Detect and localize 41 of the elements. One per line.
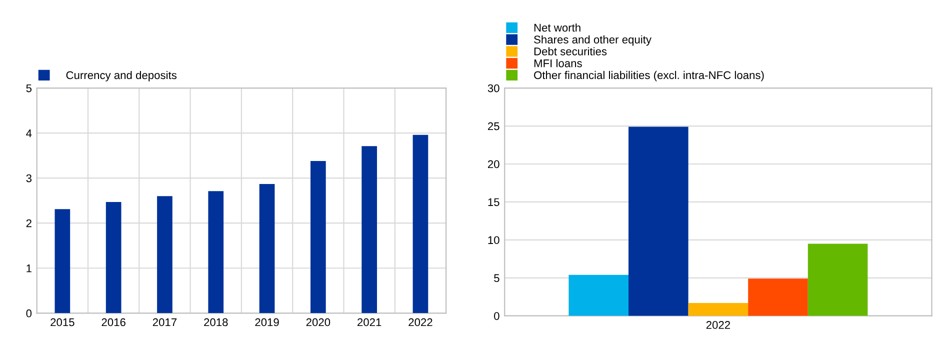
legend-label: MFI loans — [534, 59, 582, 68]
bar — [748, 278, 808, 316]
bar — [808, 244, 868, 316]
legend-label: Other financial liabilities (excl. intra-NFC loans) — [534, 70, 764, 82]
y-tick-label: 5 — [494, 274, 500, 282]
bar — [259, 184, 275, 314]
bar — [157, 196, 172, 314]
y-tick-label: 0 — [494, 312, 500, 320]
legend-label: Debt securities — [534, 47, 607, 56]
y-tick-label: 20 — [488, 160, 500, 168]
bar — [412, 134, 428, 314]
bar — [106, 202, 122, 314]
x-tick-label: 2020 — [306, 318, 330, 326]
x-tick-label: 2017 — [152, 318, 177, 326]
x-tick-label: 2019 — [255, 318, 279, 326]
bar — [628, 126, 688, 316]
x-tick-label: 2018 — [204, 318, 228, 326]
y-tick-label: 1 — [26, 264, 32, 272]
y-tick-label: 5 — [26, 84, 32, 92]
y-tick-label: 0 — [26, 309, 32, 318]
legend-label: Shares and other equity — [534, 35, 652, 46]
x-tick-label: 2016 — [102, 318, 126, 326]
y-tick-label: 10 — [488, 236, 500, 244]
x-tick-label: 2022 — [706, 321, 730, 329]
bar — [208, 191, 224, 314]
y-tick-label: 30 — [488, 84, 500, 92]
y-tick-label: 25 — [488, 122, 500, 130]
bar — [54, 209, 70, 314]
bar — [362, 146, 377, 314]
legend-label: Currency and deposits — [66, 70, 177, 82]
x-tick-label: 2022 — [408, 318, 432, 326]
y-tick-label: 2 — [26, 219, 32, 228]
bar — [310, 160, 326, 314]
x-tick-label: 2021 — [358, 318, 382, 326]
bar — [568, 274, 628, 316]
legend-label: Net worth — [534, 23, 580, 32]
bar — [688, 302, 748, 316]
y-tick-label: 4 — [26, 129, 32, 138]
x-tick-label: 2015 — [50, 318, 74, 326]
y-tick-label: 15 — [488, 198, 500, 206]
y-tick-label: 3 — [26, 174, 32, 182]
